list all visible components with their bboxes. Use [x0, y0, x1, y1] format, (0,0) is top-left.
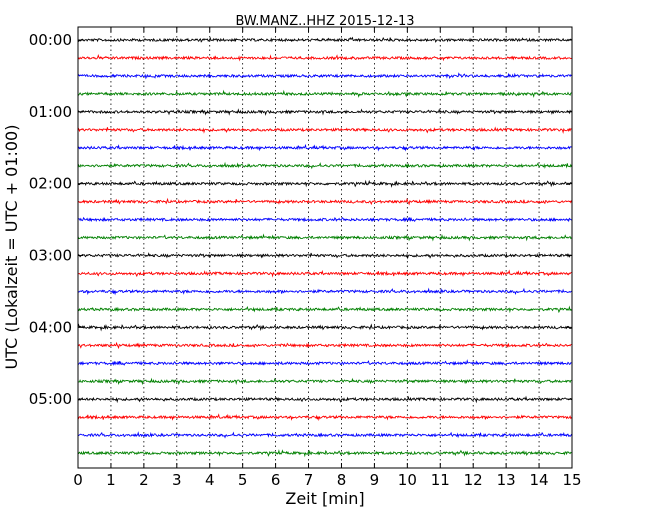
trace-0445 [77, 377, 572, 386]
chart-title: BW.MANZ..HHZ 2015-12-13 [235, 14, 414, 29]
trace-0145 [77, 161, 572, 170]
y-tick-label: 03:00 [29, 247, 72, 265]
trace-0430 [77, 359, 572, 366]
x-tick-label: 12 [464, 471, 483, 489]
x-tick-label: 3 [172, 471, 182, 489]
x-tick-label: 14 [530, 471, 549, 489]
x-tick-label: 9 [370, 471, 380, 489]
trace-0130 [77, 143, 572, 152]
x-axis: 0 1 2 3 4 5 6 7 8 9 10 11 12 13 14 15 [73, 27, 582, 489]
trace-0045 [77, 89, 572, 98]
trace-0545 [77, 449, 572, 458]
x-tick-label: 6 [271, 471, 281, 489]
trace-0100 [77, 108, 572, 116]
trace-0215 [77, 197, 572, 206]
x-axis-label: Zeit [min] [285, 489, 364, 508]
y-tick-label: 04:00 [29, 318, 72, 336]
trace-0400 [77, 323, 572, 332]
trace-0200 [77, 179, 572, 188]
trace-0115 [77, 126, 572, 135]
trace-0415 [77, 341, 572, 350]
trace-0345 [77, 305, 572, 314]
y-tick-label: 05:00 [29, 390, 72, 408]
y-tick-label: 00:00 [29, 31, 72, 49]
trace-0530 [77, 431, 572, 439]
trace-0315 [77, 269, 572, 278]
trace-0030 [77, 72, 572, 80]
x-tick-label: 5 [238, 471, 248, 489]
x-tick-label: 2 [139, 471, 149, 489]
x-tick-label: 7 [304, 471, 314, 489]
trace-0000 [77, 36, 572, 43]
y-axis-label: UTC (Lokalzeit = UTC + 01:00) [2, 125, 21, 370]
trace-0300 [77, 252, 572, 260]
x-tick-label: 4 [205, 471, 215, 489]
trace-0515 [77, 413, 572, 422]
plot-frame [77, 26, 573, 469]
grid-lines [110, 27, 540, 468]
x-tick-label: 13 [497, 471, 516, 489]
x-tick-label: 0 [73, 471, 83, 489]
y-tick-label: 02:00 [29, 175, 72, 193]
y-axis: 00:00 01:00 02:00 03:00 04:00 05:00 [29, 31, 572, 408]
seismogram-traces [77, 36, 572, 458]
trace-0230 [77, 216, 572, 223]
trace-0015 [77, 54, 572, 62]
y-tick-label: 01:00 [29, 103, 72, 121]
trace-0245 [77, 233, 572, 242]
trace-0500 [77, 395, 572, 404]
x-tick-label: 15 [562, 471, 581, 489]
x-tick-label: 8 [337, 471, 347, 489]
x-tick-label: 11 [431, 471, 450, 489]
trace-0330 [77, 287, 572, 296]
x-tick-label: 10 [398, 471, 417, 489]
x-tick-label: 1 [106, 471, 116, 489]
